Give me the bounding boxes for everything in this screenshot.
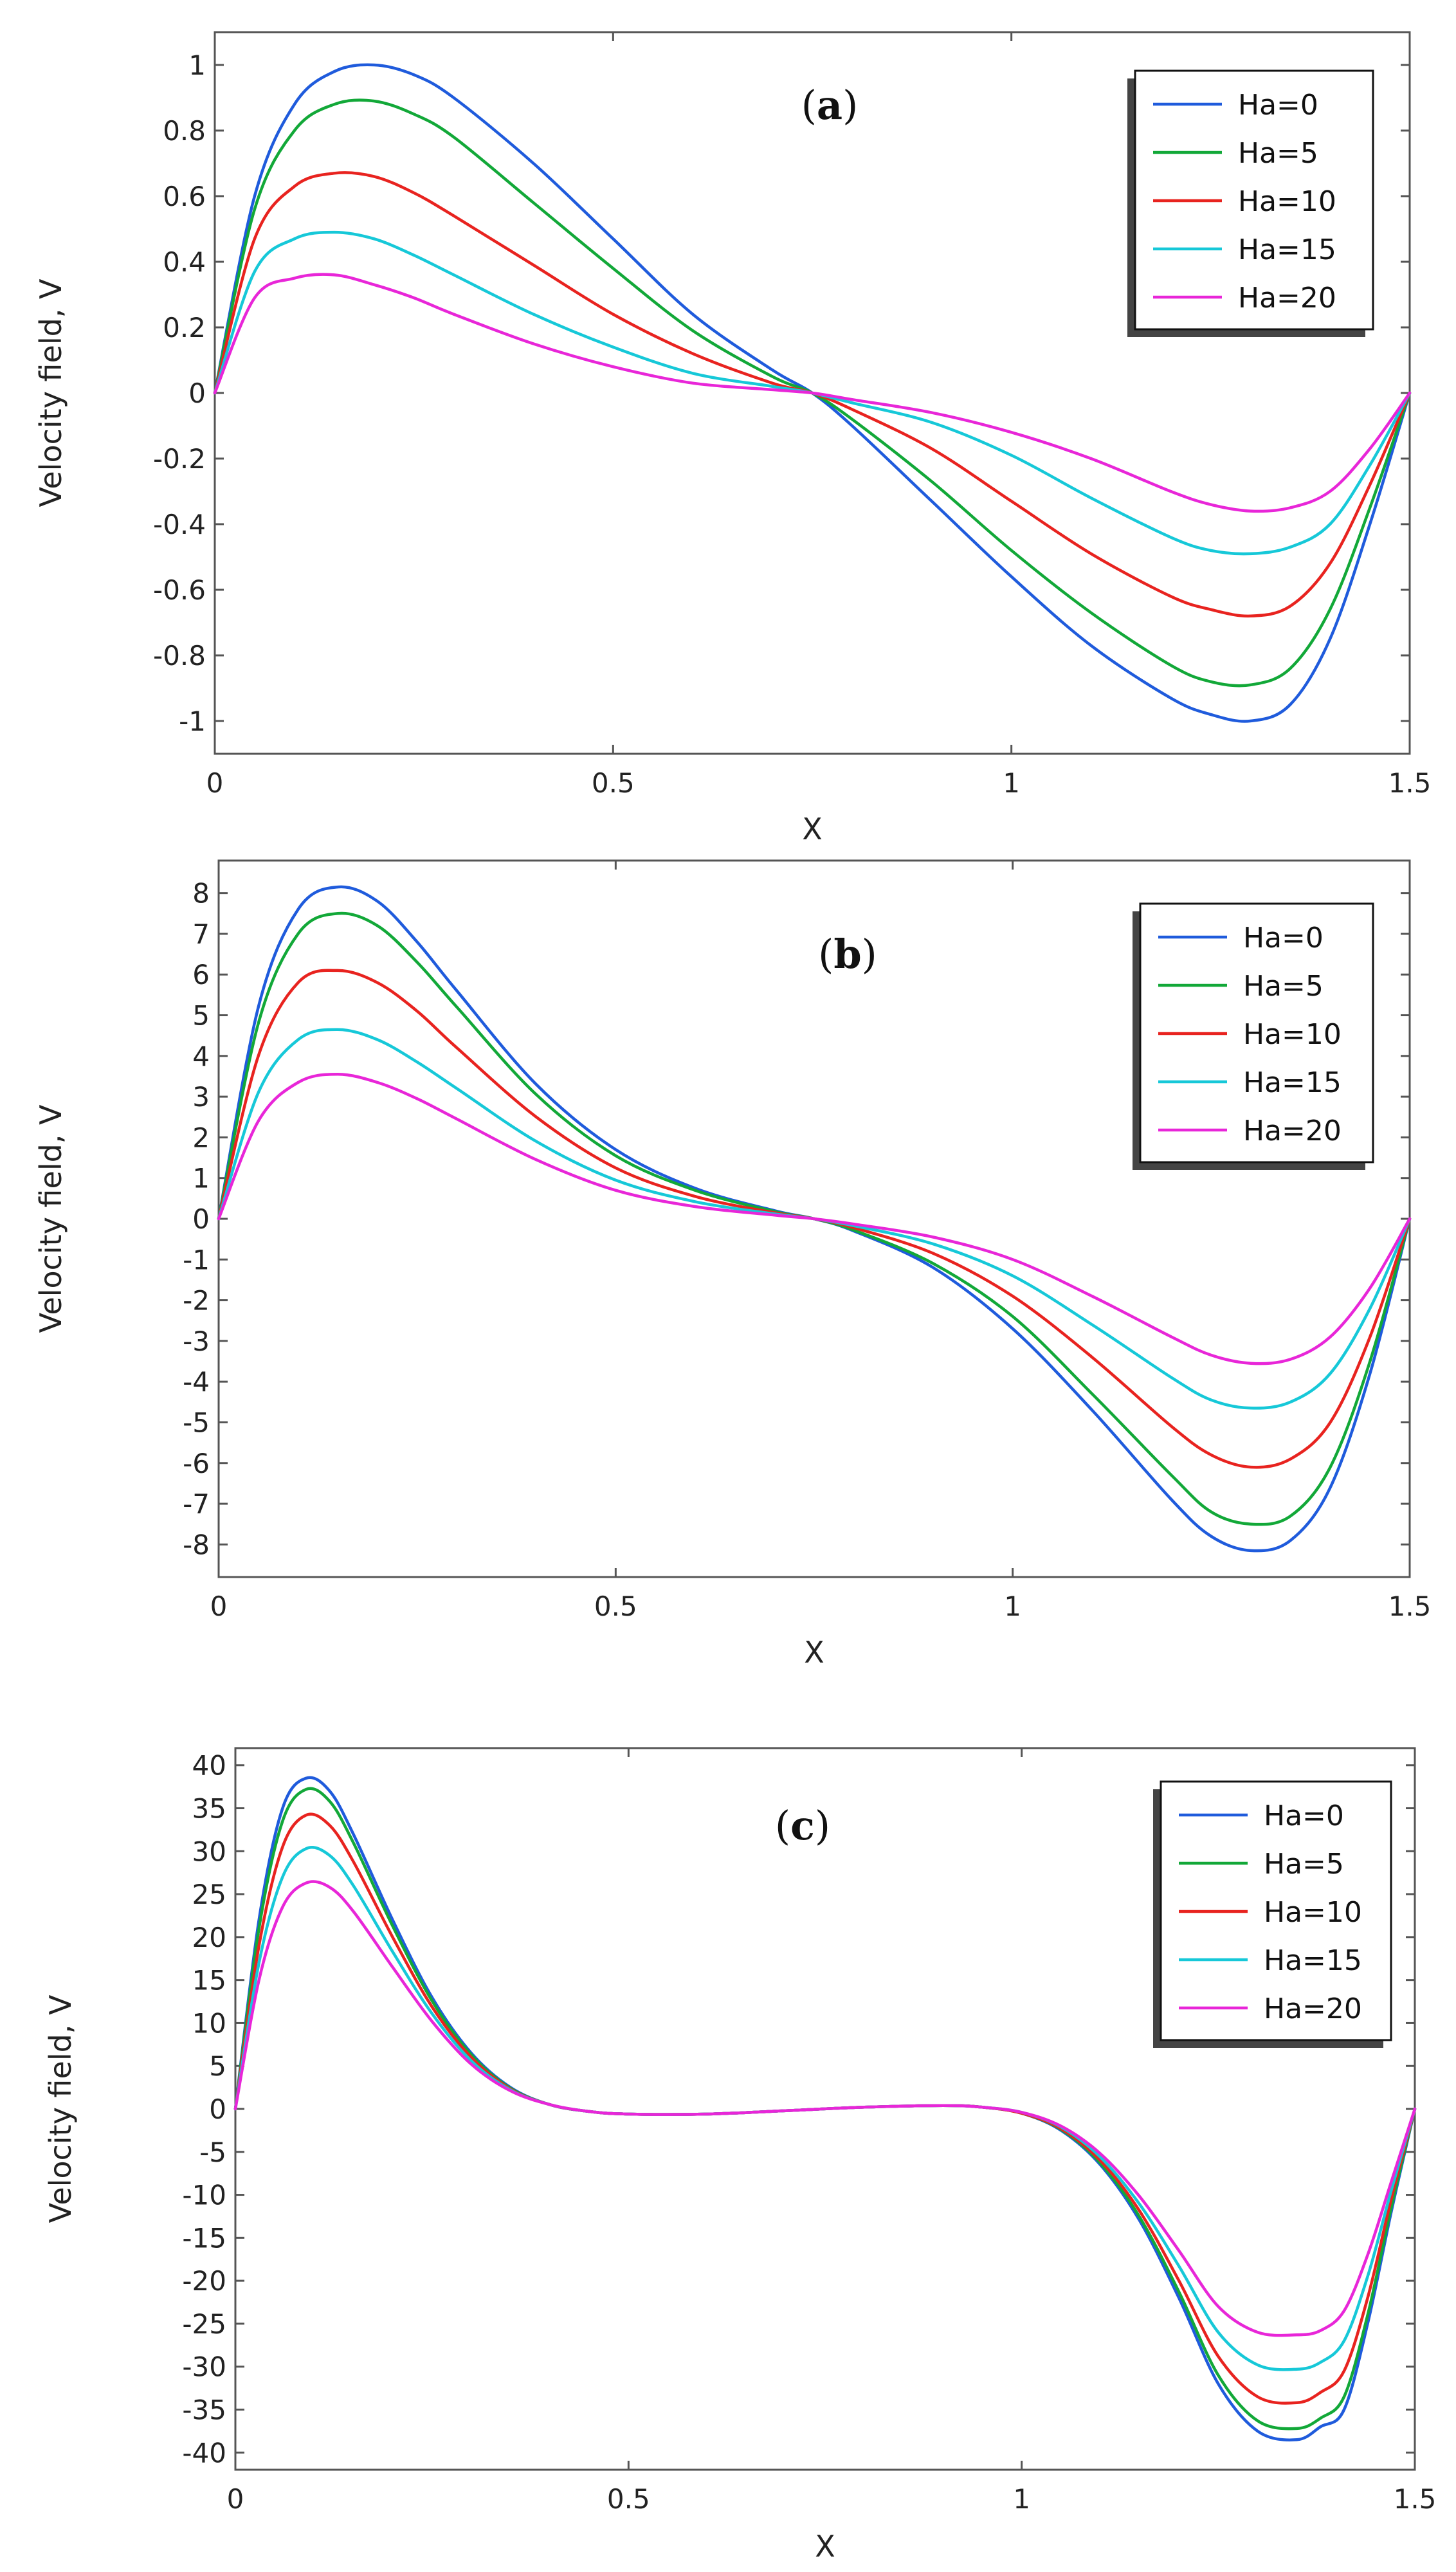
y-tick-label: 0.6 <box>163 181 206 212</box>
y-tick-label: -7 <box>183 1488 210 1520</box>
y-tick-label: 1 <box>192 1163 210 1194</box>
y-tick-label: -20 <box>182 2265 226 2297</box>
panel-label: (c) <box>775 1802 830 1849</box>
legend-entry-label: Ha=10 <box>1264 1896 1362 1929</box>
y-axis-label: Velocity field, V <box>43 1994 78 2223</box>
y-tick-label: -0.4 <box>153 509 206 540</box>
y-tick-label: 8 <box>192 878 210 909</box>
x-tick-label: 0 <box>206 767 224 799</box>
y-tick-label: -2 <box>183 1285 210 1317</box>
y-tick-label: -1 <box>183 1244 210 1275</box>
y-tick-label: 2 <box>192 1122 210 1153</box>
y-tick-label: -0.6 <box>153 574 206 606</box>
y-tick-label: -0.2 <box>153 443 206 475</box>
y-tick-label: -6 <box>183 1448 210 1479</box>
y-tick-label: 0 <box>192 1203 210 1235</box>
x-tick-label: 1 <box>1004 1591 1021 1622</box>
legend: Ha=0 Ha=5 Ha=10 Ha=15 Ha=20 <box>1133 902 1374 1170</box>
y-tick-label: -10 <box>182 2180 226 2211</box>
x-axis-label: X <box>815 2529 835 2564</box>
legend-entry-label: Ha=20 <box>1238 282 1336 315</box>
x-tick-label: 1 <box>1003 767 1020 799</box>
y-axis-label: Velocity field, V <box>33 1104 68 1333</box>
y-tick-label: 15 <box>192 1965 226 1996</box>
legend-entry-label: Ha=5 <box>1264 1848 1344 1881</box>
panel-label: (b) <box>818 931 877 978</box>
y-tick-label: -0.8 <box>153 640 206 671</box>
legend-entry-label: Ha=0 <box>1238 89 1318 122</box>
x-tick-label: 1.5 <box>1388 1591 1432 1622</box>
legend-entry-label: Ha=10 <box>1238 185 1336 218</box>
y-tick-label: 4 <box>192 1041 210 1072</box>
y-tick-label: 6 <box>192 959 210 990</box>
y-tick-label: 35 <box>192 1793 226 1825</box>
legend-entry-label: Ha=20 <box>1243 1115 1342 1147</box>
y-tick-label: -1 <box>179 706 206 737</box>
x-axis-label: X <box>804 1635 824 1670</box>
y-tick-label: 1 <box>188 50 206 81</box>
y-axis-label: Velocity field, V <box>33 278 68 507</box>
y-tick-label: -35 <box>182 2394 226 2426</box>
series-line-ha-20 <box>233 1880 1417 2337</box>
legend-entry-label: Ha=5 <box>1243 970 1324 1003</box>
chart-panel-a: 10.80.60.40.20-0.2-0.4-0.6-0.8-10 0.5 1 1.5… <box>33 31 1432 846</box>
y-tick-label: -3 <box>183 1326 210 1357</box>
y-tick-label: -8 <box>183 1529 210 1560</box>
y-tick-label: -40 <box>182 2437 226 2468</box>
legend: Ha=0 Ha=5 Ha=10 Ha=15 Ha=20 <box>1153 1780 1392 2048</box>
x-tick-label: 0.5 <box>592 767 635 799</box>
y-tick-label: -4 <box>183 1366 210 1398</box>
x-tick-label: 0.5 <box>607 2483 650 2515</box>
y-tick-label: -15 <box>182 2222 226 2254</box>
legend-entry-label: Ha=15 <box>1264 1944 1362 1977</box>
y-tick-label: -5 <box>183 1407 210 1438</box>
y-tick-label: 10 <box>192 2007 226 2039</box>
y-tick-label: 7 <box>192 918 210 950</box>
x-tick-label: 0 <box>210 1591 228 1622</box>
series-line-ha-20 <box>217 1073 1412 1365</box>
x-tick-label: 0 <box>227 2483 244 2515</box>
y-tick-label: 0 <box>209 2093 226 2125</box>
legend-entry-label: Ha=20 <box>1264 1993 1362 2025</box>
chart-panel-c: 4035302520151050-5-10-15-20-25-30-35-400… <box>43 1747 1437 2564</box>
legend: Ha=0 Ha=5 Ha=10 Ha=15 Ha=20 <box>1127 69 1374 337</box>
y-tick-label: -5 <box>199 2137 226 2168</box>
y-tick-label: -30 <box>182 2351 226 2383</box>
y-tick-label: 0.8 <box>163 115 206 147</box>
x-tick-label: 0.5 <box>594 1591 637 1622</box>
x-tick-label: 1 <box>1013 2483 1030 2515</box>
legend-entry-label: Ha=0 <box>1243 922 1324 954</box>
legend-entry-label: Ha=10 <box>1243 1018 1342 1051</box>
x-tick-label: 1.5 <box>1388 767 1432 799</box>
y-tick-label: -25 <box>182 2308 226 2340</box>
y-tick-label: 0 <box>188 378 206 409</box>
y-tick-label: 20 <box>192 1922 226 1953</box>
y-tick-label: 40 <box>192 1750 226 1782</box>
y-tick-label: 3 <box>192 1081 210 1113</box>
y-tick-label: 5 <box>209 2050 226 2082</box>
legend-entry-label: Ha=15 <box>1238 233 1336 266</box>
y-tick-label: 5 <box>192 1000 210 1032</box>
y-tick-label: 0.2 <box>163 312 206 343</box>
series-line-ha-20 <box>213 273 1412 513</box>
x-tick-label: 1.5 <box>1394 2483 1437 2515</box>
y-tick-label: 30 <box>192 1836 226 1867</box>
legend-entry-label: Ha=0 <box>1264 1800 1344 1832</box>
legend-entry-label: Ha=15 <box>1243 1066 1342 1099</box>
y-tick-label: 25 <box>192 1879 226 1910</box>
panel-label: (a) <box>801 82 859 129</box>
x-axis-label: X <box>802 812 823 846</box>
legend-entry-label: Ha=5 <box>1238 137 1318 170</box>
y-tick-label: 0.4 <box>163 246 206 278</box>
